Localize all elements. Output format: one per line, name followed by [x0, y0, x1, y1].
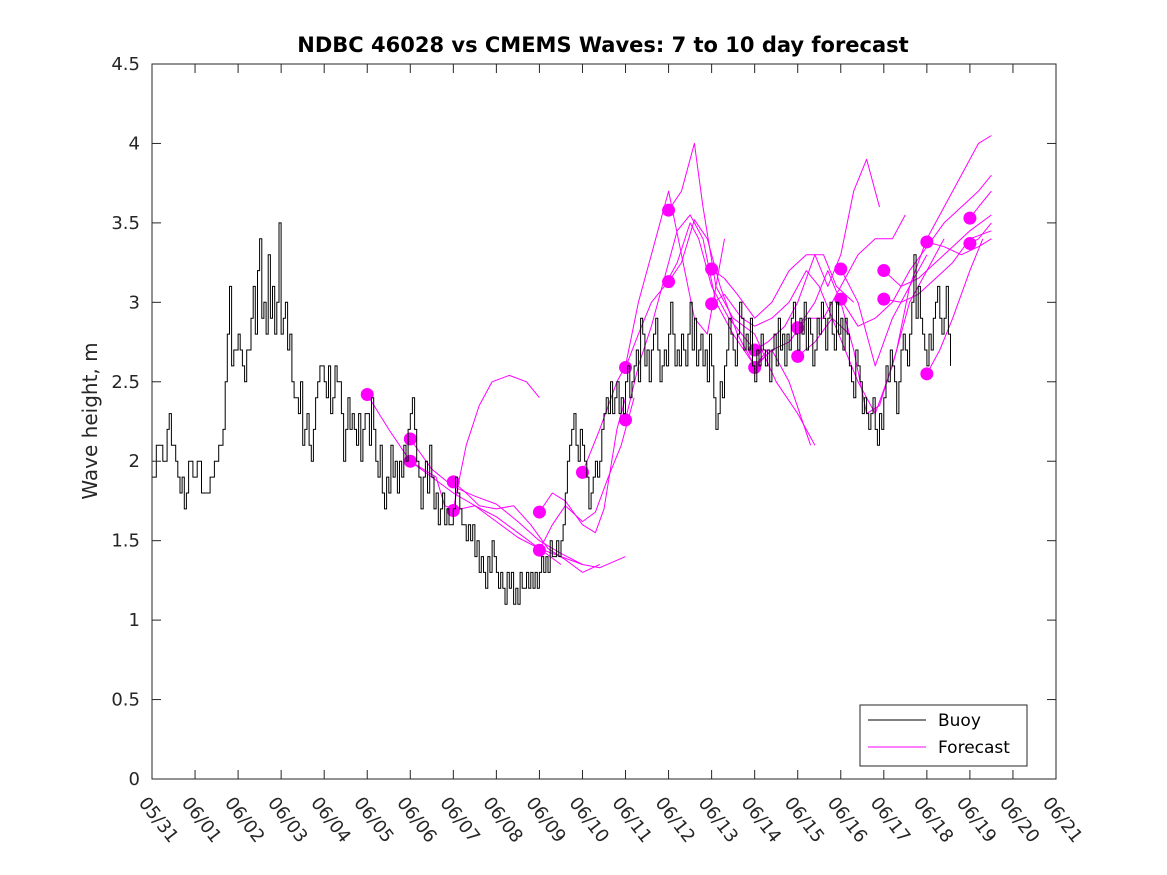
forecast-run-line — [711, 270, 850, 335]
forecast-run-line — [711, 254, 855, 319]
forecast-run-line — [452, 481, 600, 573]
forecast-start-marker — [920, 235, 934, 249]
y-tick-label: 1 — [129, 610, 140, 631]
forecast-start-marker — [446, 475, 460, 489]
y-axis: 0 0.5 1 1.5 2 2.5 3 3.5 4 4.5 — [111, 54, 1056, 790]
y-tick-label: 4.5 — [111, 54, 140, 75]
y-tick-label: 2.5 — [111, 372, 140, 393]
forecast-start-marker — [963, 211, 977, 225]
forecast-start-marker — [963, 237, 977, 251]
y-axis-label: Wave height, m — [78, 342, 102, 499]
x-tick-label: 06/02 — [220, 793, 268, 847]
chart-title: NDBC 46028 vs CMEMS Waves: 7 to 10 day f… — [297, 33, 908, 57]
forecast-start-marker — [705, 262, 719, 276]
y-tick-label: 1.5 — [111, 531, 140, 552]
forecast-start-marker — [834, 262, 848, 276]
x-tick-label: 06/03 — [263, 793, 311, 847]
forecast-start-marker — [705, 297, 719, 311]
forecast-run-line — [840, 174, 992, 327]
x-tick-label: 06/13 — [694, 793, 742, 847]
forecast-run-line — [926, 238, 992, 256]
y-tick-label: 0 — [129, 769, 140, 790]
x-tick-label: 06/15 — [780, 793, 828, 847]
x-tick-label: 06/11 — [608, 793, 656, 847]
forecast-start-marker — [532, 543, 546, 557]
x-tick-label: 06/18 — [909, 793, 957, 847]
y-tick-label: 3 — [129, 292, 140, 313]
forecast-start-marker — [662, 275, 676, 289]
forecast-run-line — [538, 397, 635, 551]
forecast-run-line — [538, 397, 626, 534]
forecast-run-line — [625, 214, 768, 421]
y-tick-label: 2 — [129, 451, 140, 472]
x-tick-label: 06/06 — [392, 793, 440, 847]
series-layer — [152, 135, 992, 605]
y-tick-label: 3.5 — [111, 213, 140, 234]
forecast-start-marker — [360, 387, 374, 401]
forecast-start-marker — [403, 454, 417, 468]
forecast-run-line — [625, 222, 768, 368]
forecast-run-line — [840, 135, 992, 367]
x-tick-label: 06/01 — [177, 793, 225, 847]
forecast-start-marker — [662, 203, 676, 217]
x-tick-label: 06/17 — [866, 793, 914, 847]
legend: Buoy Forecast — [859, 704, 1028, 767]
forecast-run-line — [409, 438, 583, 565]
legend-forecast-label: Forecast — [938, 738, 1010, 758]
forecast-start-marker — [877, 264, 891, 278]
x-tick-label: 06/12 — [651, 793, 699, 847]
y-tick-label: 4 — [129, 133, 140, 154]
legend-buoy-label: Buoy — [938, 711, 981, 731]
forecast-start-marker — [575, 465, 589, 479]
forecast-run-line — [366, 394, 562, 565]
forecast-run-line — [668, 219, 812, 446]
x-tick-label: 06/19 — [952, 793, 1000, 847]
x-tick-label: 06/08 — [478, 793, 526, 847]
x-tick-label: 06/14 — [737, 793, 785, 847]
forecast-start-marker — [791, 321, 805, 335]
x-tick-label: 06/04 — [306, 793, 354, 847]
legend-box — [859, 704, 1028, 767]
x-tick-label: 06/05 — [349, 793, 397, 847]
forecast-start-marker — [748, 343, 762, 357]
forecast-start-marker — [877, 292, 891, 306]
x-tick-label: 06/10 — [565, 793, 613, 847]
x-tick-label: 06/21 — [1038, 793, 1086, 847]
x-tick-label: 06/20 — [995, 793, 1043, 847]
forecast-start-marker — [791, 349, 805, 363]
buoy-line — [152, 222, 951, 605]
forecast-start-marker — [532, 505, 546, 519]
x-tick-label: 05/31 — [134, 793, 182, 847]
axes-box — [151, 63, 1057, 780]
y-tick-label: 0.5 — [111, 690, 140, 711]
forecast-start-marker — [619, 360, 633, 374]
forecast-run-line — [883, 214, 992, 287]
forecast-start-marker — [920, 367, 934, 381]
forecast-run-line — [582, 190, 725, 473]
x-tick-label: 06/16 — [823, 793, 871, 847]
forecast-start-marker — [403, 432, 417, 446]
forecast-start-marker — [619, 413, 633, 427]
x-tick-label: 06/09 — [521, 793, 569, 847]
forecast-run-line — [926, 238, 984, 375]
forecast-run-line — [668, 142, 816, 446]
x-tick-label: 06/07 — [435, 793, 483, 847]
